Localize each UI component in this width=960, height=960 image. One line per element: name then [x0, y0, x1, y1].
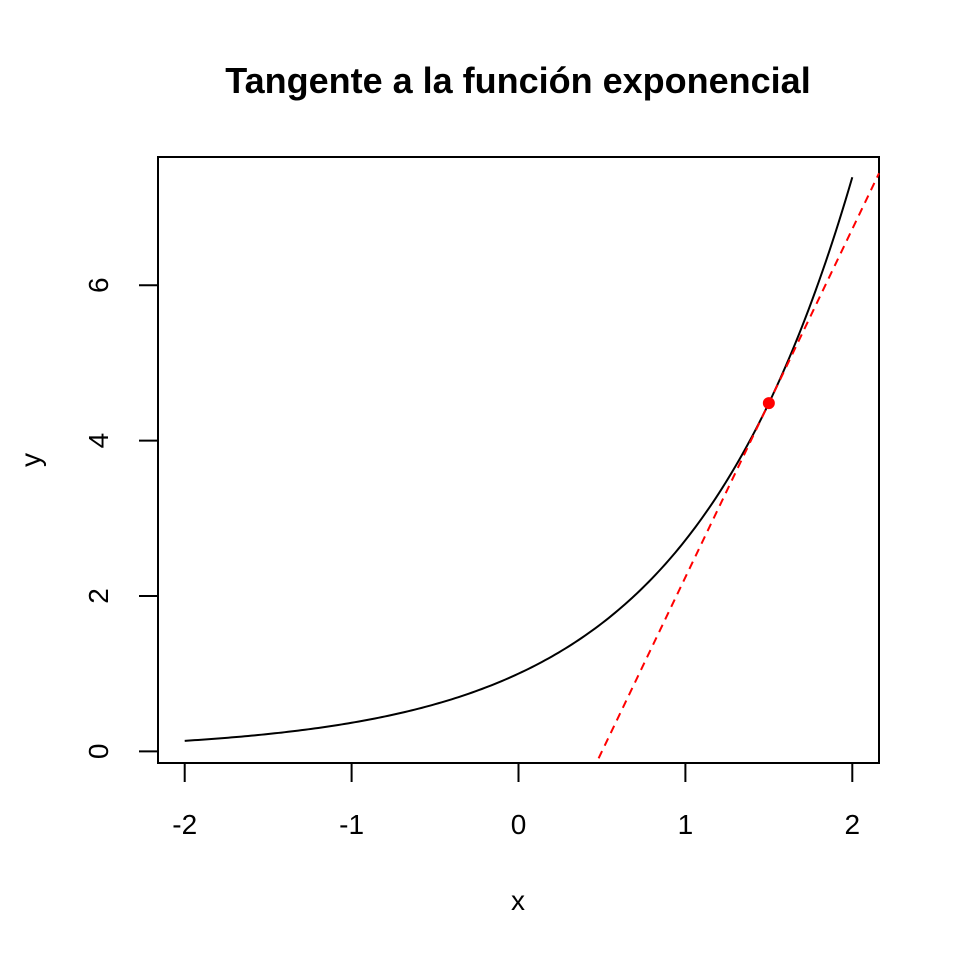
x-tick-label: 2	[845, 809, 861, 840]
x-tick-label: 1	[678, 809, 694, 840]
x-tick-label: -1	[339, 809, 364, 840]
tangent-point	[762, 397, 775, 410]
y-tick-label: 4	[83, 433, 114, 449]
x-tick-label: -2	[172, 809, 197, 840]
y-axis-label: y	[15, 453, 46, 467]
plot-area-border	[157, 156, 880, 764]
y-tick-label: 6	[83, 277, 114, 293]
x-axis-label: x	[511, 885, 525, 916]
y-tick-label: 0	[83, 744, 114, 760]
series-layer	[184, 172, 880, 759]
x-tick-label: 0	[511, 809, 527, 840]
exp-curve	[184, 176, 854, 742]
y-axis: 0 2 4 6	[83, 277, 159, 760]
y-tick-label: 2	[83, 588, 114, 604]
x-axis: -2 -1 0 1 2	[172, 762, 861, 840]
tangent-line	[597, 172, 880, 759]
chart-title: Tangente a la función exponencial	[225, 60, 810, 101]
